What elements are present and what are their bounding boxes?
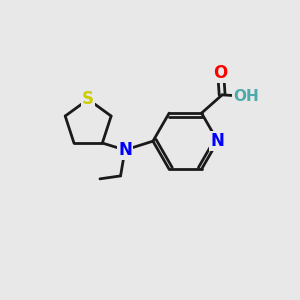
Text: OH: OH — [233, 89, 259, 104]
Text: N: N — [211, 132, 225, 150]
Text: S: S — [82, 90, 94, 108]
Text: N: N — [118, 141, 132, 159]
Text: O: O — [214, 64, 228, 82]
